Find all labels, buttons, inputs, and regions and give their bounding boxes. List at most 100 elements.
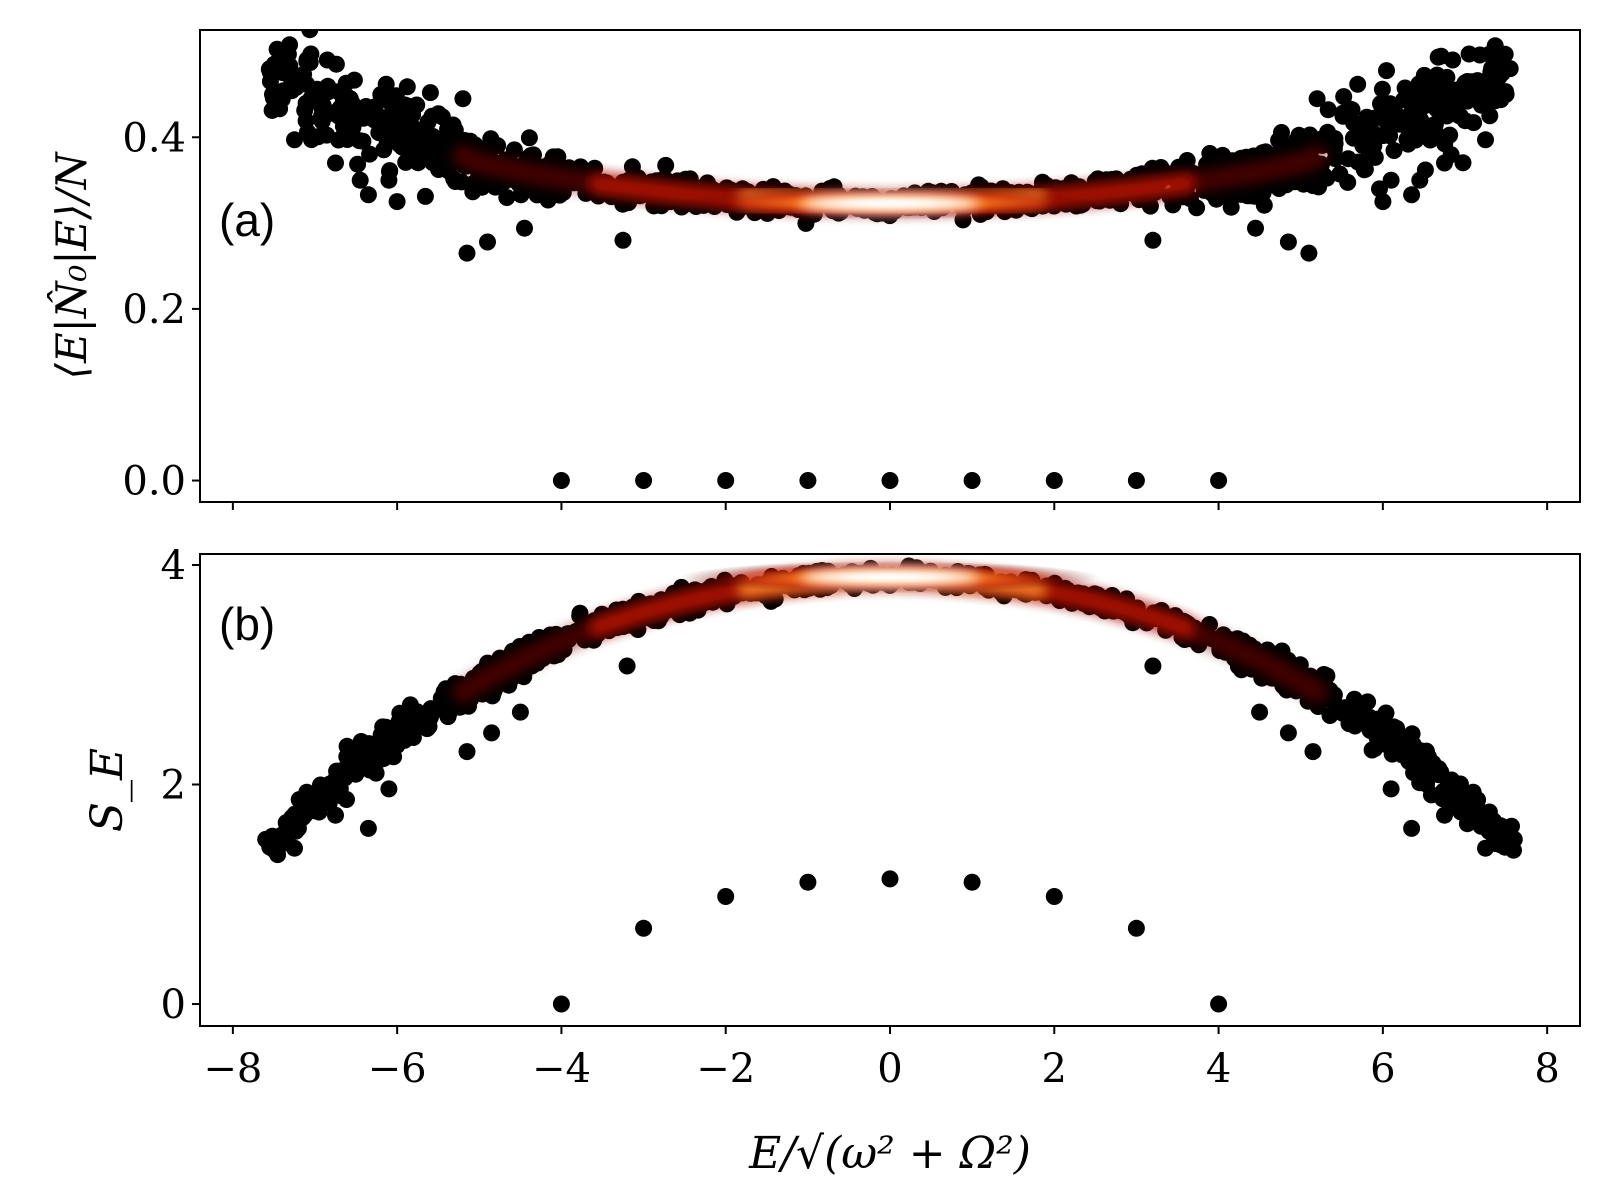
panel-a-band-point xyxy=(1373,80,1391,98)
panel-a-band-point xyxy=(446,173,464,190)
panel-b-outlier-point xyxy=(1304,743,1322,761)
panel-b-outlier-point xyxy=(618,657,636,675)
panel-a-outlier-point xyxy=(318,51,336,69)
panel-a-isolated-point xyxy=(799,472,817,489)
panel-a-isolated-point xyxy=(1045,472,1063,489)
x-axis-label: E/√(ω² + Ω²) xyxy=(748,1128,1031,1179)
panel-a-band-point xyxy=(1356,160,1374,178)
panel-a-outlier-point xyxy=(302,45,320,63)
x-tick-label: −4 xyxy=(532,1046,591,1092)
panel-b-band-point xyxy=(401,696,419,714)
panel-b-outlier-point xyxy=(1382,780,1400,798)
panel-a-band-point xyxy=(1421,131,1439,149)
x-tick-label: −6 xyxy=(368,1046,427,1092)
panel-a-band-point xyxy=(1339,150,1357,168)
panel-b-band-point xyxy=(332,762,350,780)
panel-a-outlier-point xyxy=(388,193,406,211)
panel-b-y-tick-label: 0 xyxy=(161,982,186,1028)
panel-a-outlier-point xyxy=(327,154,344,172)
panel-b-band-point xyxy=(412,707,430,725)
panel-a-outlier-point xyxy=(1460,45,1478,63)
panel-a-band-point xyxy=(1358,108,1376,126)
panel-a-band-point xyxy=(1399,135,1417,153)
panel-b-band-point xyxy=(1392,739,1410,757)
panel-a-outlier-point xyxy=(1374,193,1392,211)
panel-a-outlier-point xyxy=(1308,90,1326,108)
panel-b-band-point xyxy=(1430,766,1447,784)
panel-a-outlier-point xyxy=(1452,83,1470,101)
panel-b-band-point xyxy=(367,764,385,782)
panel-a-outlier-point xyxy=(1144,231,1162,249)
panel-b-band-point xyxy=(1464,797,1482,815)
panel-b-band-point xyxy=(296,804,314,822)
panel-a-band-point xyxy=(263,101,281,119)
panel-a-band-point xyxy=(1339,173,1357,191)
panel-a-band-point xyxy=(370,124,388,142)
panel-b-x-ticks: −8 −6 −4 −2 0 2 4 6 8 xyxy=(203,1026,1560,1092)
panel-a-band-point xyxy=(424,128,442,145)
panel-b-band-point xyxy=(1346,717,1364,735)
panel-a-band-point xyxy=(528,186,546,204)
panel-a-outlier-point xyxy=(1247,219,1264,237)
panel-a-band-point xyxy=(1290,126,1308,144)
panel-b-band-point xyxy=(1465,811,1483,828)
panel-b-band-point xyxy=(381,737,399,755)
panel-b-band-point xyxy=(1422,786,1440,804)
panel-a-outlier-point xyxy=(1477,131,1494,149)
x-tick-label: 6 xyxy=(1370,1046,1395,1092)
panel-b-band-point xyxy=(332,787,350,805)
panel-a-band-point xyxy=(299,124,317,142)
panel-a-scatter xyxy=(260,30,1519,262)
panel-a-band-point xyxy=(1344,129,1362,147)
panel-b-y-tick-label: 2 xyxy=(161,763,186,809)
panel-b-band-point xyxy=(1359,693,1377,711)
x-tick-label: −2 xyxy=(696,1046,755,1092)
panel-a-band-point xyxy=(1378,62,1395,80)
panel-a-outlier-point xyxy=(458,244,476,262)
panel-a-outlier-point xyxy=(277,43,295,60)
panel-a-band-point xyxy=(1143,159,1161,177)
panel-b-outlier-point xyxy=(327,806,344,824)
panel-a-band-point xyxy=(421,84,439,102)
panel-a-band-point xyxy=(395,117,413,135)
panel-a-band-point xyxy=(1315,167,1333,185)
panel-b-density-glow xyxy=(451,561,1329,704)
panel-a-band-point xyxy=(439,120,457,138)
panel-b-outlier-point xyxy=(1251,703,1269,721)
panel-a-outlier-point xyxy=(1444,51,1462,69)
panel-b-outlier-point xyxy=(1144,657,1162,675)
panel-b-band-point xyxy=(318,783,336,801)
panel-a-y-tick-label: 0.0 xyxy=(122,459,186,505)
panel-b-scatter xyxy=(257,557,1523,864)
panel-a-outlier-point xyxy=(380,171,398,189)
panel-a-outlier-point xyxy=(261,60,279,78)
panel-a-isolated-point xyxy=(1210,472,1228,489)
panel-b-outlier-point xyxy=(1436,806,1453,824)
panel-a-band-point xyxy=(416,187,434,205)
panel-b-isolated-point xyxy=(1210,995,1228,1013)
panel-a-band-point xyxy=(1481,107,1499,125)
panel-a-band-point xyxy=(1188,199,1206,217)
panel-a-band-point xyxy=(1141,197,1159,215)
panel-b: −8 −6 −4 −2 0 2 4 6 8 0 2 4 (b) S_E E/√(ω² + Ω²) xyxy=(82,543,1581,1179)
panel-a-outlier-point xyxy=(1425,74,1443,92)
panel-a-outlier-point xyxy=(1497,85,1515,103)
panel-a-isolated-point xyxy=(1127,472,1145,489)
panel-b-outlier-point xyxy=(286,839,303,857)
panel-a-y-tick-label: 0.4 xyxy=(122,115,186,161)
panel-a-outlier-point xyxy=(479,233,496,251)
panel-a-band-point xyxy=(505,141,523,159)
panel-a-band-point xyxy=(657,156,675,174)
panel-a-band-point xyxy=(1246,187,1264,205)
panel-b-outlier-point xyxy=(458,743,476,761)
panel-a-isolated-point xyxy=(717,472,735,489)
panel-a-band-point xyxy=(1273,124,1290,141)
panel-a-band-point xyxy=(375,141,393,159)
panel-b-band-point xyxy=(1273,642,1291,660)
panel-b-isolated-point xyxy=(552,995,570,1013)
panel-a-band-point xyxy=(1222,198,1240,216)
panel-b-isolated-point xyxy=(963,873,981,891)
panel-a-outlier-point xyxy=(1279,233,1297,251)
panel-b-band-point xyxy=(427,701,445,719)
